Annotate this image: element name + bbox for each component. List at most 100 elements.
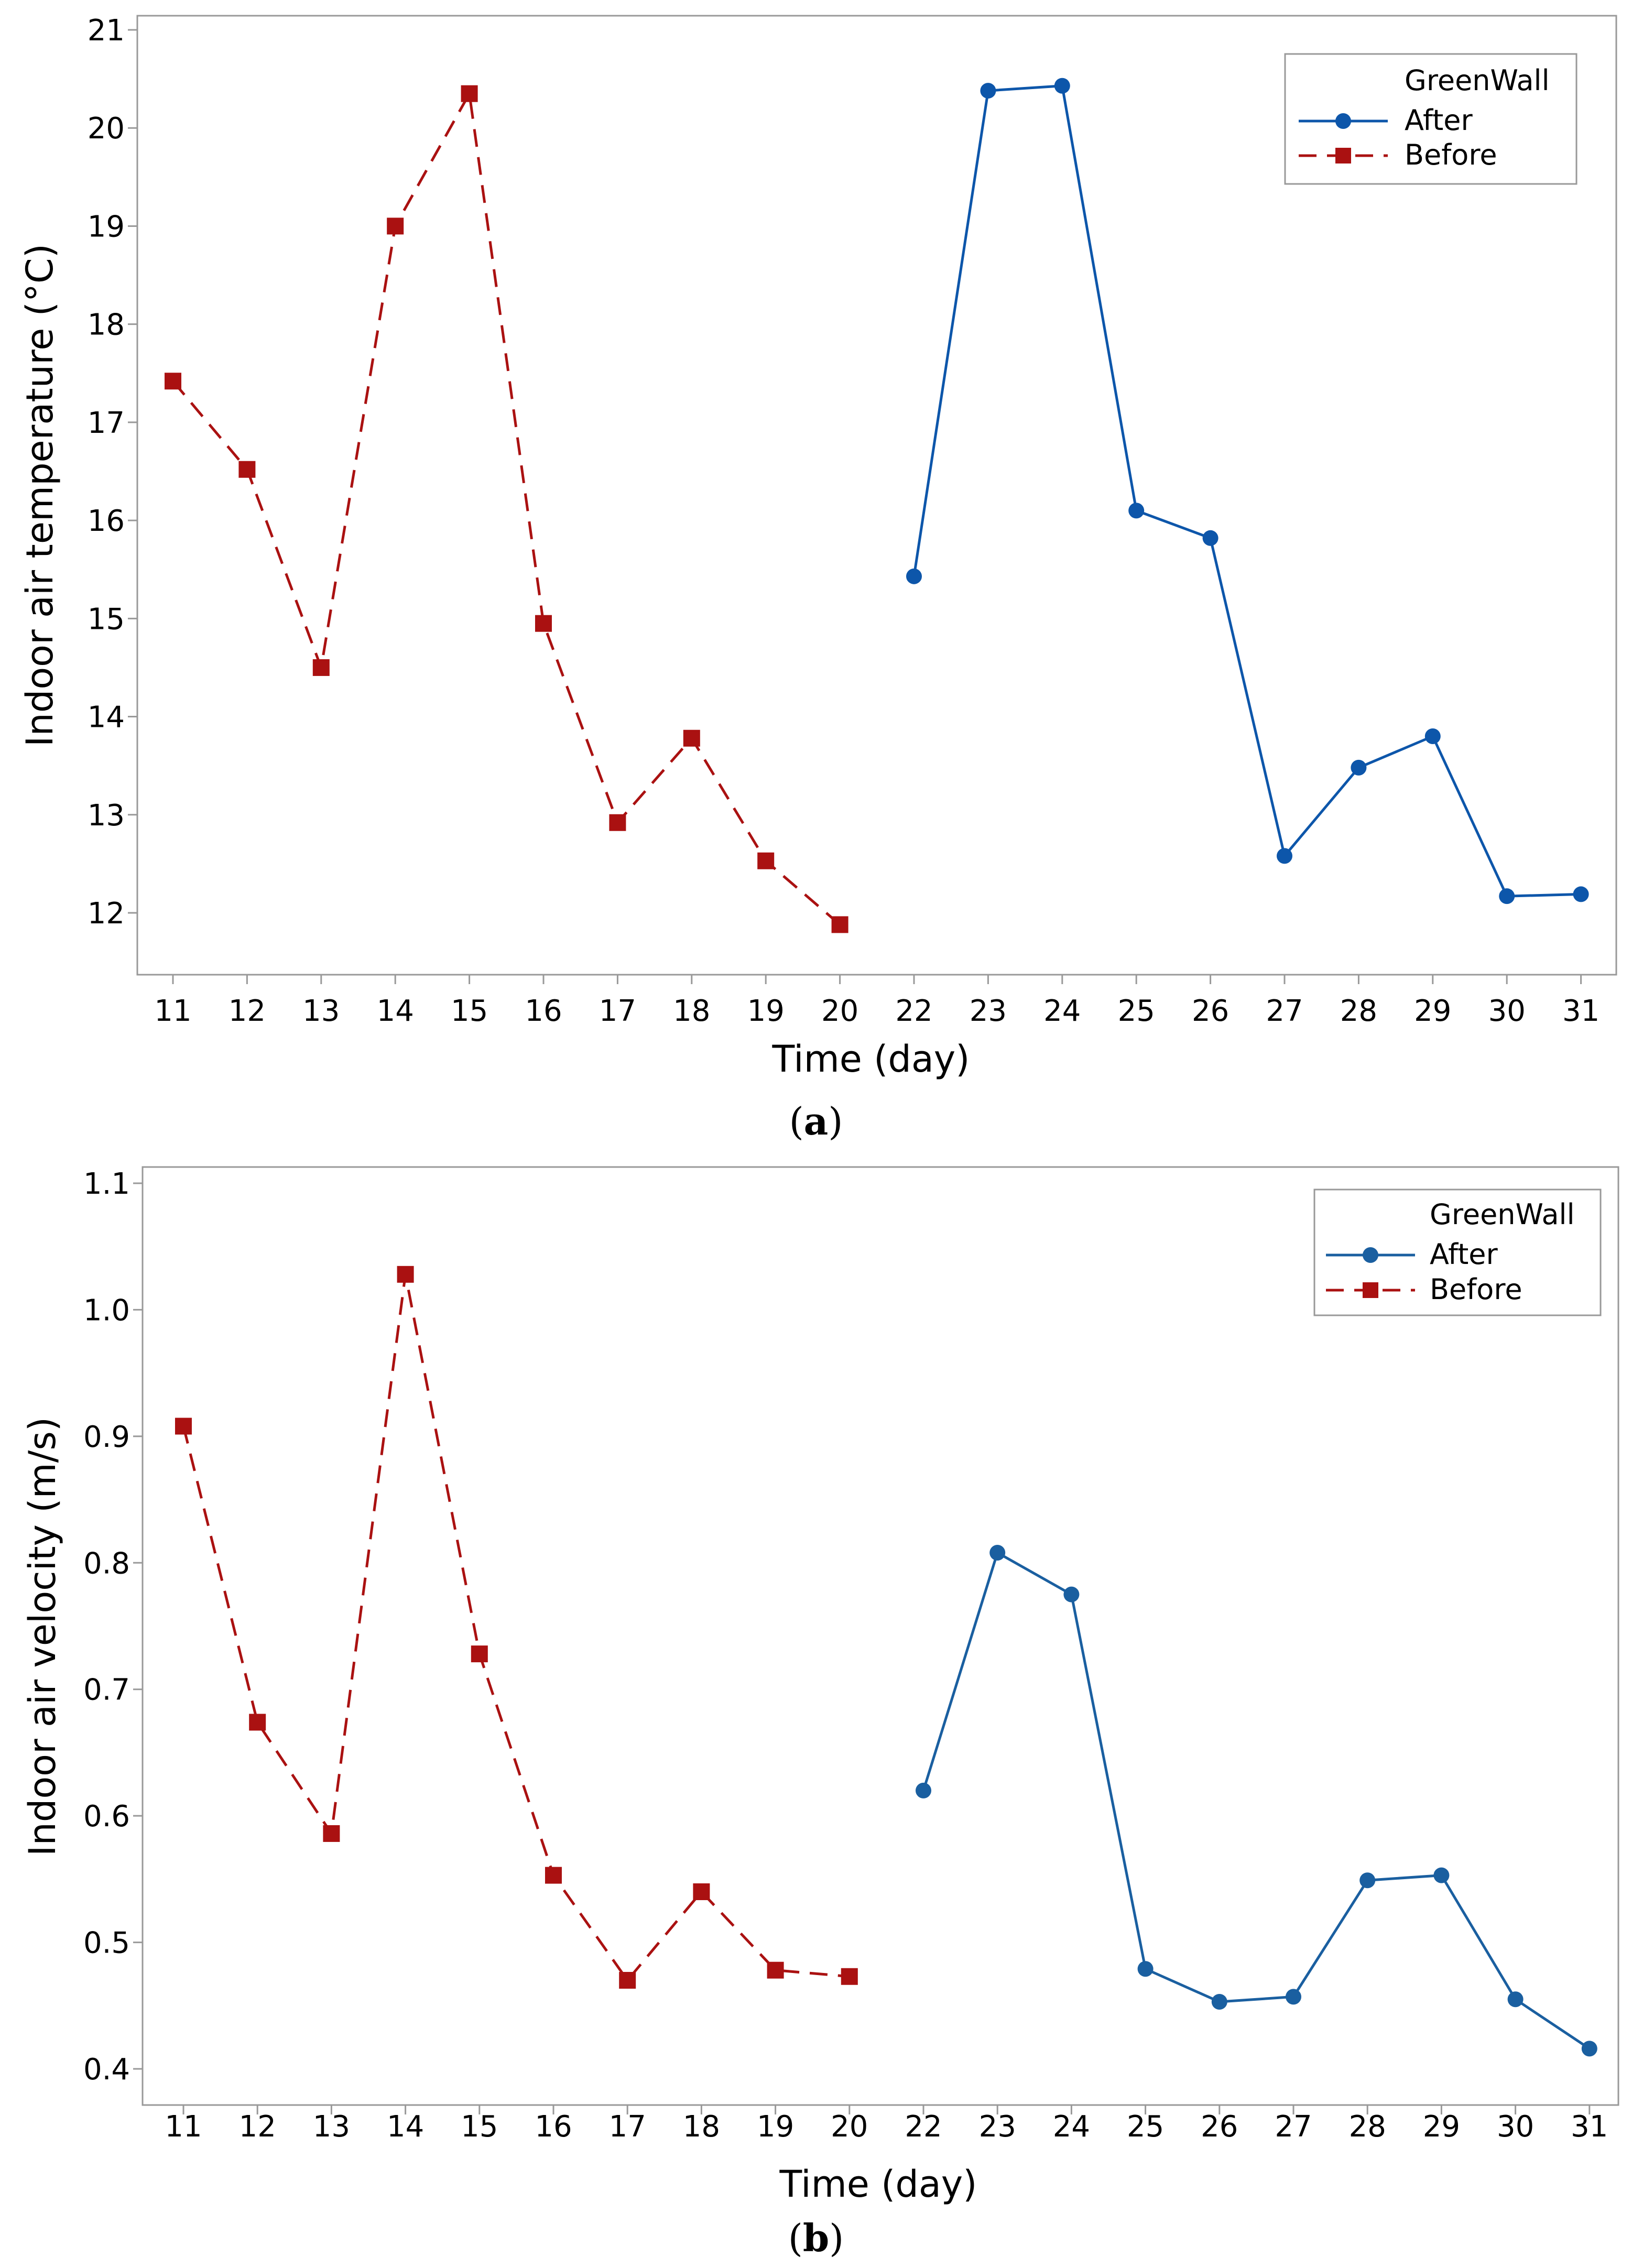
data-point-before xyxy=(249,1714,266,1731)
plot-frame-b xyxy=(142,1166,1619,2106)
y-tick-label: 1.0 xyxy=(83,1293,130,1327)
data-point-before xyxy=(397,1266,414,1283)
x-tick-label: 11 xyxy=(154,994,191,1028)
x-tick-label: 19 xyxy=(757,2110,794,2144)
x-tick-label: 29 xyxy=(1423,2110,1460,2144)
y-tick-label: 0.9 xyxy=(83,1420,130,1454)
x-tick-label: 17 xyxy=(599,994,636,1028)
y-tick-label: 0.8 xyxy=(83,1546,130,1580)
data-point-before xyxy=(841,1968,858,1985)
data-point-before xyxy=(535,615,552,632)
data-point-after xyxy=(1063,1586,1080,1602)
plot-frame-a xyxy=(136,15,1617,976)
x-tick-label: 24 xyxy=(1053,2110,1090,2144)
data-point-before xyxy=(238,461,256,478)
data-point-after xyxy=(980,83,996,99)
data-point-after xyxy=(1128,503,1145,519)
legend-before-marker-a xyxy=(1335,148,1351,163)
x-tick-label: 25 xyxy=(1127,2110,1164,2144)
data-point-after xyxy=(1499,888,1515,904)
y-tick-label: 0.4 xyxy=(83,2053,130,2087)
data-point-after xyxy=(1424,728,1441,744)
x-tick-label: 22 xyxy=(895,994,932,1028)
legend-before-label-b: Before xyxy=(1430,1273,1522,1306)
x-tick-label: 30 xyxy=(1488,994,1526,1028)
y-tick-label: 0.7 xyxy=(83,1673,130,1707)
x-tick-label: 13 xyxy=(313,2110,350,2144)
legend-after-marker-a xyxy=(1335,113,1351,129)
x-axis-title-a: Time (day) xyxy=(772,1038,970,1081)
data-point-before xyxy=(609,814,626,831)
legend-after-label-a: After xyxy=(1405,104,1473,137)
legend-before-label-a: Before xyxy=(1405,138,1497,171)
series-line-before xyxy=(182,1273,850,1982)
series-layer-b xyxy=(175,1266,1597,2057)
data-point-before xyxy=(461,85,478,102)
data-point-after xyxy=(1137,1961,1154,1977)
y-tick-label: 17 xyxy=(88,406,125,440)
x-tick-label: 30 xyxy=(1497,2110,1534,2144)
data-point-after xyxy=(1286,1989,1301,2005)
y-tick-label: 12 xyxy=(88,897,125,931)
x-tick-label: 28 xyxy=(1340,994,1377,1028)
x-tick-label: 13 xyxy=(302,994,340,1028)
x-tick-label: 17 xyxy=(609,2110,646,2144)
data-point-before xyxy=(831,916,848,933)
x-tick-label: 27 xyxy=(1275,2110,1312,2144)
data-point-after xyxy=(1202,530,1218,546)
data-point-after xyxy=(906,568,922,584)
legend-box-b xyxy=(1313,1188,1602,1316)
x-tick-label: 31 xyxy=(1562,994,1600,1028)
x-axis-b: 11 12 13 14 15 16 17 18 19 20 22 23 24 25 26 27 28 29 30 31 xyxy=(165,2105,1608,2144)
y-tick-label: 0.6 xyxy=(83,1800,130,1834)
y-tick-label: 13 xyxy=(88,799,125,833)
x-tick-label: 16 xyxy=(525,994,562,1028)
y-axis-a: 12 13 14 15 16 17 18 19 20 21 xyxy=(88,14,137,931)
data-point-before xyxy=(387,217,404,235)
data-point-before xyxy=(767,1961,784,1979)
panel-label-b: b xyxy=(803,2216,829,2260)
x-tick-label: 29 xyxy=(1414,994,1451,1028)
y-tick-label: 21 xyxy=(88,14,125,48)
x-tick-label: 12 xyxy=(239,2110,276,2144)
y-tick-label: 14 xyxy=(88,701,125,735)
y-tick-label: 0.5 xyxy=(83,1926,130,1960)
legend-title-b: GreenWall xyxy=(1430,1198,1575,1231)
series-layer-a xyxy=(165,78,1589,933)
x-tick-label: 15 xyxy=(451,994,488,1028)
data-point-after xyxy=(1507,1991,1524,2008)
data-point-after xyxy=(1359,1872,1376,1889)
data-point-after xyxy=(1581,2041,1597,2057)
legend-a: GreenWall After Before xyxy=(1284,53,1577,185)
y-tick-label: 18 xyxy=(88,308,125,342)
data-point-after xyxy=(1351,759,1367,776)
data-point-before xyxy=(619,1972,636,1989)
x-tick-label: 14 xyxy=(387,2110,424,2144)
y-tick-label: 20 xyxy=(88,112,125,146)
series-line-before xyxy=(172,92,841,926)
data-point-after xyxy=(1573,886,1589,902)
data-point-before xyxy=(165,373,181,390)
y-axis-b: 0.4 0.5 0.6 0.7 0.8 0.9 1.0 1.1 xyxy=(83,1167,143,2087)
data-point-after xyxy=(989,1544,1006,1561)
x-tick-label: 20 xyxy=(821,994,858,1028)
legend-box-a xyxy=(1284,53,1577,185)
data-point-after xyxy=(1211,1994,1227,2010)
legend-b: GreenWall After Before xyxy=(1313,1188,1602,1316)
x-tick-label: 22 xyxy=(905,2110,942,2144)
x-tick-label: 23 xyxy=(979,2110,1016,2144)
data-point-after xyxy=(916,1782,931,1798)
x-tick-label: 12 xyxy=(229,994,266,1028)
data-point-before xyxy=(545,1867,562,1884)
x-tick-label: 26 xyxy=(1201,2110,1238,2144)
data-point-before xyxy=(175,1418,192,1435)
panel-caption-b: (b) xyxy=(788,2216,844,2260)
x-tick-label: 28 xyxy=(1349,2110,1386,2144)
x-axis-a: 11 12 13 14 15 16 17 18 19 20 22 23 24 25 26 27 28 29 30 31 xyxy=(154,975,1600,1028)
y-tick-label: 19 xyxy=(88,210,125,244)
y-axis-title-a: Indoor air temperature (°C) xyxy=(18,244,61,747)
legend-before-marker-b xyxy=(1363,1282,1378,1298)
x-tick-label: 15 xyxy=(461,2110,498,2144)
chart-panel-a: 12 13 14 15 16 17 18 19 20 21 11 12 13 14 15 16 17 18 19 2… xyxy=(18,14,1617,1143)
chart-panel-b: 0.40.50.60.70.80.91.01.1 11 12 13 14 15 16 17 1… xyxy=(21,1166,1619,2260)
